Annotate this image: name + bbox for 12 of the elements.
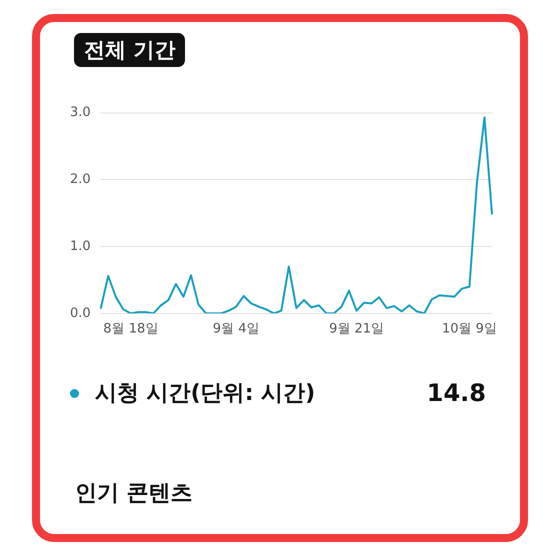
x-tick-label: 9월 21일 <box>329 322 384 337</box>
legend-label: 시청 시간(단위: 시간) <box>95 380 316 408</box>
text: 14.8 <box>426 379 486 407</box>
x-tick-label: 10월 9일 <box>442 322 497 337</box>
y-tick-label: 1.0 <box>70 238 91 254</box>
y-tick-label: 2.0 <box>70 172 91 188</box>
text: 인기 콘텐츠 <box>75 480 193 508</box>
y-tick-label: 3.0 <box>70 105 91 120</box>
chart-title: 전체 기간 <box>74 33 186 67</box>
y-tick-label: 0.0 <box>70 306 91 321</box>
x-tick-label: 8월 18일 <box>103 322 158 337</box>
x-tick-label: 9월 4일 <box>212 322 260 337</box>
